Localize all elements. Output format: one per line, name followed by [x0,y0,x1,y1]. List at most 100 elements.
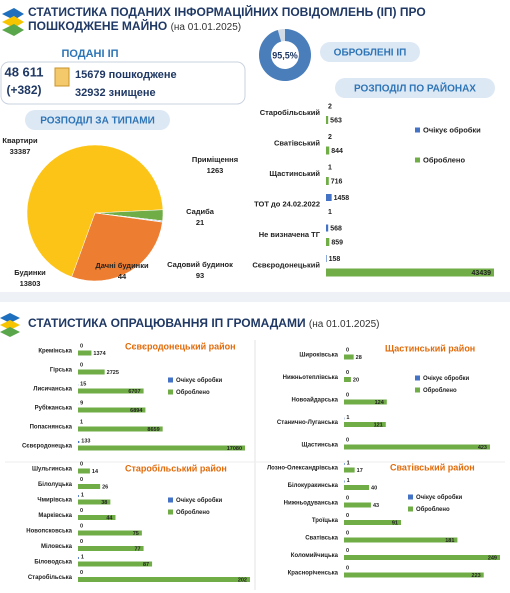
donut-label: 95,5% [272,50,298,60]
category-label: Міловська [41,544,73,550]
value-label: 40 [371,485,377,491]
value-label: 43 [373,503,379,509]
category-label: Кремінська [38,349,72,355]
chart-title: РОЗПОДІЛ ЗА ТИПАМИ [40,116,155,127]
logo [0,313,20,337]
value-label: 1 [346,415,349,421]
legend-label: Очікує обробки [423,125,481,134]
category-label: Новоайдарська [292,397,339,404]
value-label: 43439 [472,270,492,277]
value-label: 568 [330,225,342,232]
category-label: Сватівський [274,138,320,147]
legend-label: Оброблено [176,389,210,396]
value-label: 563 [330,117,342,124]
bar [326,116,329,124]
bar [78,350,92,356]
value-label: 9 [80,400,83,406]
legend-label: Очікує обробки [416,494,463,501]
chart-title: ОБРОБЛЕНІ ІП [334,48,407,59]
bar [78,499,111,505]
doc-icon [54,67,70,87]
category-label: Рубіжанська [35,405,73,412]
bar [326,238,330,246]
page-title: СТАТИСТИКА ПОДАНИХ ІНФОРМАЦІЙНИХ ПОВІДОМ… [28,5,428,35]
category-label: Щастинський [269,169,320,178]
category-label: Нижньотеплівська [283,375,339,381]
value-label: 91 [392,520,398,526]
value-label: 1374 [93,351,106,357]
value-label: 0 [80,539,83,545]
value-label: 844 [331,148,343,155]
category-label: Старобільська [28,574,73,581]
value-label: 0 [80,508,83,514]
bar [326,146,330,155]
bar [78,441,80,443]
value-label: 0 [346,548,349,554]
value-label: 75 [133,531,139,537]
value-label: 0 [346,513,349,519]
value-label: 0 [80,461,83,467]
category-label: Чмирівська [37,498,72,504]
value-label: 0 [80,570,83,576]
value-label: 1 [328,209,332,216]
category-label: Марківська [38,513,72,519]
legend-label: Очікує обробки [176,497,223,504]
value-label: 249 [488,555,497,561]
chart-title: Старобільський район [125,463,227,473]
bar [344,555,500,560]
bar [78,407,146,413]
value-label: 0 [346,565,349,571]
total: 48 611 [4,64,43,79]
value-label: 0 [346,530,349,536]
value-label: 17080 [227,446,242,452]
value-label: 158 [329,256,341,263]
pie-slice [71,212,163,282]
bar [326,194,332,201]
value-label: 1 [328,164,332,171]
value-label: 1 [347,460,350,466]
bar [344,444,490,450]
change: (+382) [6,83,41,97]
pie-category: Приміщення [192,155,238,164]
value-label: 8659 [147,427,159,433]
category-label: Сєвєродонецький [252,260,320,269]
category-label: Новопсковська [26,529,72,535]
value-label: 423 [478,445,487,451]
bar [344,480,345,483]
pie-value: 21 [196,218,204,227]
title-pill [320,42,420,62]
value-label: 121 [374,422,383,428]
value-label: 28 [356,355,362,361]
pie-slice [26,144,164,278]
bar [78,468,90,474]
legend-swatch [415,375,420,381]
bar [78,561,153,567]
pie-value: 13803 [20,279,41,288]
pie-value: 1263 [207,166,224,175]
value-label: 0 [80,523,83,529]
chart-title: РОЗПОДІЛ ПО РАЙОНАХ [354,82,476,95]
bar [344,422,386,427]
value-label: 44 [106,515,113,521]
value-label: 2 [328,103,332,110]
value-label: 20 [353,377,359,383]
value-label: 0 [346,437,349,443]
bar [78,557,79,559]
value-label: 1 [80,419,83,425]
pie-category: Садовий будинок [167,260,233,269]
pie-category: Будинки [14,268,46,277]
bar [326,268,494,277]
bar [78,369,105,375]
category-label: Нижньодуванська [284,501,339,507]
bar [326,224,329,232]
value-label: 0 [346,347,349,353]
legend-swatch [415,157,420,163]
legend-label: Оброблено [423,387,457,394]
value-label: 87 [143,562,149,568]
bar [78,546,144,551]
divider [0,292,510,302]
legend-swatch [415,127,420,133]
bar [78,495,79,497]
value-label: 223 [472,573,481,579]
